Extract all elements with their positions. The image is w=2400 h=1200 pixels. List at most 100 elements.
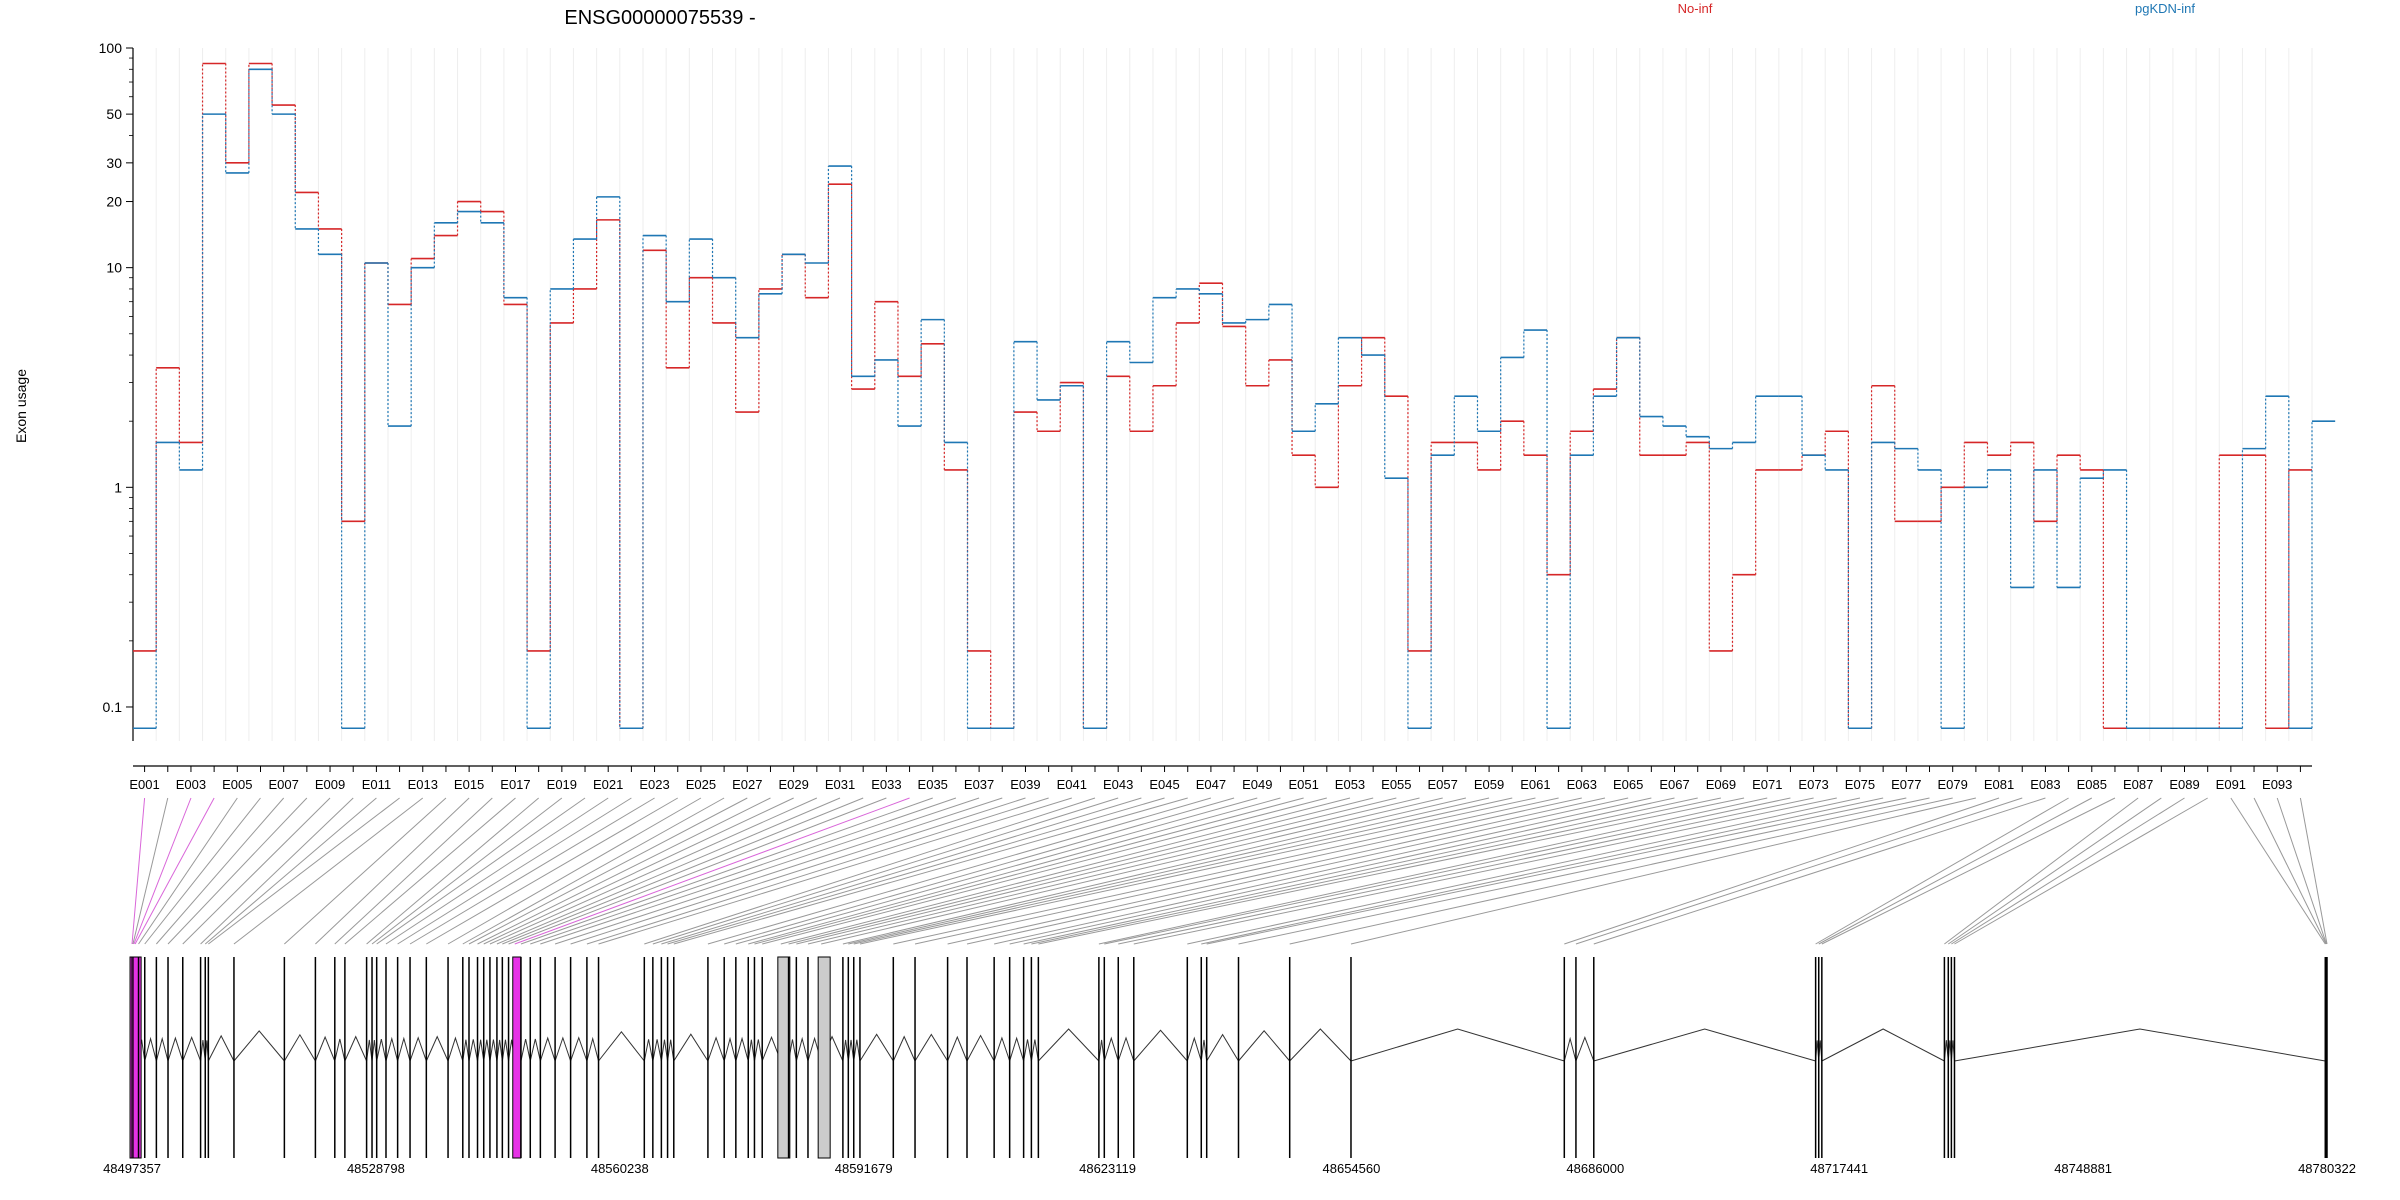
intron	[847, 1039, 855, 1062]
exon-connector	[371, 797, 563, 945]
exon-connector	[496, 797, 841, 945]
x-tick-label: E045	[1149, 777, 1179, 792]
exon-connector	[1947, 797, 2162, 945]
intron	[1009, 1036, 1025, 1062]
intron	[993, 1036, 1011, 1062]
exon-connector	[1954, 797, 2208, 945]
genomic-tick-label: 48717441	[1810, 1161, 1868, 1176]
exon-connector	[707, 797, 1212, 945]
x-tick-label: E019	[547, 777, 577, 792]
legend-no-inf: No-inf	[1678, 1, 1713, 16]
exon-connector	[1821, 797, 2116, 945]
exon-connector	[652, 797, 1119, 945]
genomic-tick-label: 48748881	[2054, 1161, 2112, 1176]
exon-connector	[661, 797, 1142, 945]
intron	[1563, 1036, 1577, 1062]
x-tick-label: E057	[1428, 777, 1458, 792]
exon-connector	[468, 797, 748, 945]
exon-connector	[667, 797, 1165, 945]
exon-connector	[754, 797, 1304, 945]
exon-connector	[2253, 797, 2327, 945]
x-tick-label: E073	[1798, 777, 1828, 792]
y-tick-label: 100	[99, 40, 123, 56]
x-tick-label: E035	[918, 777, 948, 792]
exon-connector	[1098, 797, 1768, 945]
x-tick-label: E023	[639, 777, 669, 792]
x-tick-label: E081	[1984, 777, 2014, 792]
x-tick-label: E033	[871, 777, 901, 792]
exon-connector	[366, 797, 539, 945]
exon-connector	[483, 797, 794, 945]
intron	[371, 1040, 378, 1062]
x-tick-label: E083	[2030, 777, 2060, 792]
intron	[660, 1039, 669, 1062]
intron	[539, 1036, 556, 1062]
x-tick-label: E003	[176, 777, 206, 792]
exon-connector	[1815, 797, 2069, 945]
x-tick-label: E071	[1752, 777, 1782, 792]
intron	[652, 1039, 662, 1062]
intron	[233, 1030, 285, 1062]
exon-connector	[502, 797, 864, 945]
exon-connector	[1133, 797, 1837, 945]
x-tick-label: E015	[454, 777, 484, 792]
chart-title: ENSG00000075539 -	[564, 7, 755, 29]
genomic-tick-label: 48623119	[1079, 1161, 1136, 1176]
x-tick-label: E093	[2262, 777, 2292, 792]
intron	[155, 1036, 169, 1062]
exon-connector	[2230, 797, 2326, 945]
y-tick-label: 50	[106, 106, 122, 122]
legend-pgkdn-inf: pgKDN-inf	[2135, 1, 2195, 16]
intron	[966, 1034, 995, 1062]
genomic-tick-label: 48591679	[835, 1161, 893, 1176]
exon-connector	[644, 797, 1096, 945]
series-pgkdn-inf	[133, 68, 2336, 730]
genomic-tick-label: 48560238	[591, 1161, 649, 1176]
exon-highlighted	[132, 956, 142, 1159]
intron	[853, 1039, 861, 1062]
exon-connector	[554, 797, 1003, 945]
x-tick-label: E005	[222, 777, 252, 792]
exon-connector	[1206, 797, 1907, 945]
x-tick-label: E001	[129, 777, 159, 792]
intron	[1593, 1028, 1816, 1062]
intron	[1038, 1028, 1100, 1062]
plot-area: 0.1 1 10 20 30 50 100 E001 E003 E005 E007 E009 E011…	[99, 40, 2336, 792]
y-tick-label: 10	[106, 260, 122, 276]
intron	[1133, 1029, 1188, 1062]
genomic-tick-label: 48780322	[2298, 1161, 2356, 1176]
x-tick-label: E043	[1103, 777, 1133, 792]
x-tick-label: E089	[2169, 777, 2199, 792]
exon-connector	[1951, 797, 2185, 945]
exon-connector-lines	[131, 797, 2328, 945]
exon-connector	[284, 797, 447, 945]
exon-connector	[762, 797, 1327, 945]
exon-connector	[2276, 797, 2327, 945]
exon-connector	[788, 797, 1374, 945]
x-tick-label: E091	[2216, 777, 2246, 792]
x-tick-label: E051	[1288, 777, 1318, 792]
x-tick-label: E053	[1335, 777, 1365, 792]
exon-connector	[540, 797, 980, 945]
exon-connector	[508, 797, 887, 945]
exon-connector	[1031, 797, 1721, 945]
intron	[425, 1035, 449, 1062]
intron	[1023, 1039, 1032, 1062]
x-tick-label: E069	[1706, 777, 1736, 792]
exon-connector	[1201, 797, 1884, 945]
intron	[344, 1035, 368, 1062]
intron	[673, 1033, 709, 1062]
exon-connector	[182, 797, 331, 945]
exon-connector	[426, 797, 679, 945]
exon-connector	[1009, 797, 1675, 945]
exon-connector	[334, 797, 493, 945]
exon-connector	[514, 797, 910, 945]
intron	[207, 1034, 235, 1062]
exon-connector	[1187, 797, 1861, 945]
exon-connector	[134, 797, 215, 945]
exon-connector	[167, 797, 308, 945]
intron	[914, 1033, 949, 1062]
exon-connector	[376, 797, 586, 945]
intron	[570, 1036, 588, 1062]
intron	[334, 1038, 346, 1062]
